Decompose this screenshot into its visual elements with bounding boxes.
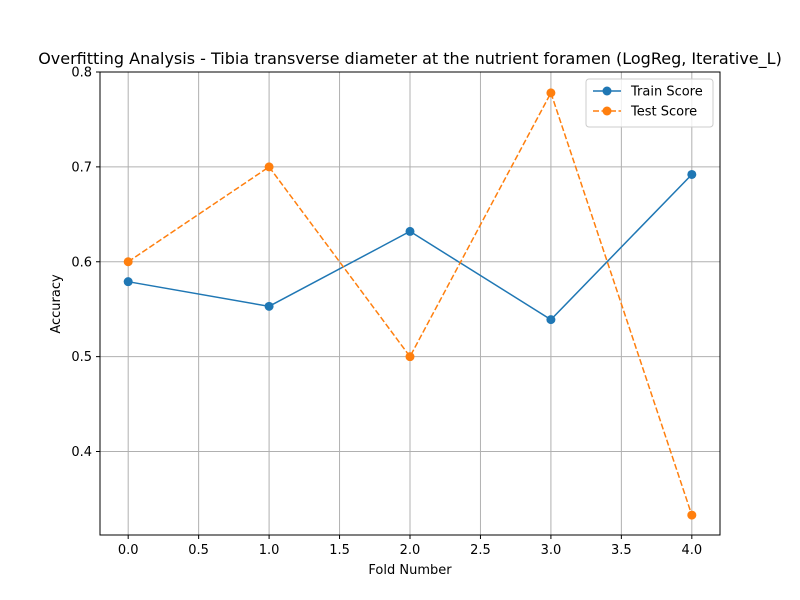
x-tick-label: 1.0 bbox=[259, 543, 280, 558]
x-tick-label: 2.0 bbox=[400, 543, 421, 558]
chart-title: Overfitting Analysis - Tibia transverse … bbox=[38, 49, 782, 69]
test-score-point bbox=[546, 88, 556, 98]
legend-test-score-label: Test Score bbox=[630, 105, 697, 120]
y-tick-label: 0.6 bbox=[71, 255, 92, 270]
y-tick-label: 0.4 bbox=[71, 445, 92, 460]
y-axis-label: Accuracy bbox=[49, 274, 64, 334]
x-tick-label: 0.0 bbox=[118, 543, 139, 558]
test-score-point bbox=[264, 162, 274, 172]
train-score-point bbox=[123, 277, 133, 287]
x-axis-label: Fold Number bbox=[368, 563, 452, 578]
test-score-line bbox=[127, 90, 693, 516]
y-tick-label: 0.5 bbox=[71, 350, 92, 365]
train-score-point bbox=[546, 315, 556, 325]
x-tick-label: 0.5 bbox=[188, 543, 209, 558]
test-score-point bbox=[123, 257, 133, 267]
legend-train-score-marker bbox=[602, 86, 612, 96]
test-score-point bbox=[405, 352, 415, 362]
x-tick-label: 3.5 bbox=[611, 543, 632, 558]
y-tick-label: 0.7 bbox=[71, 160, 92, 175]
legend-test-score-marker bbox=[602, 106, 612, 116]
train-score-point bbox=[405, 226, 415, 236]
legend-train-score-label: Train Score bbox=[630, 85, 703, 100]
x-tick-label: 2.5 bbox=[470, 543, 491, 558]
axis-ticks: 0.0 0.5 1.0 1.5 2.0 2.5 3.0 3.5 4.0 0.4 0.5 0.6 0.7 0… bbox=[71, 66, 702, 559]
y-tick-label: 0.8 bbox=[71, 66, 92, 81]
train-score-point bbox=[264, 301, 274, 311]
x-tick-label: 3.0 bbox=[541, 543, 562, 558]
x-tick-label: 1.5 bbox=[329, 543, 350, 558]
x-tick-label: 4.0 bbox=[681, 543, 702, 558]
test-score-point bbox=[687, 510, 697, 520]
train-score-point bbox=[687, 169, 697, 179]
plot-series bbox=[123, 88, 697, 520]
legend: Train Score Test Score bbox=[585, 78, 714, 128]
